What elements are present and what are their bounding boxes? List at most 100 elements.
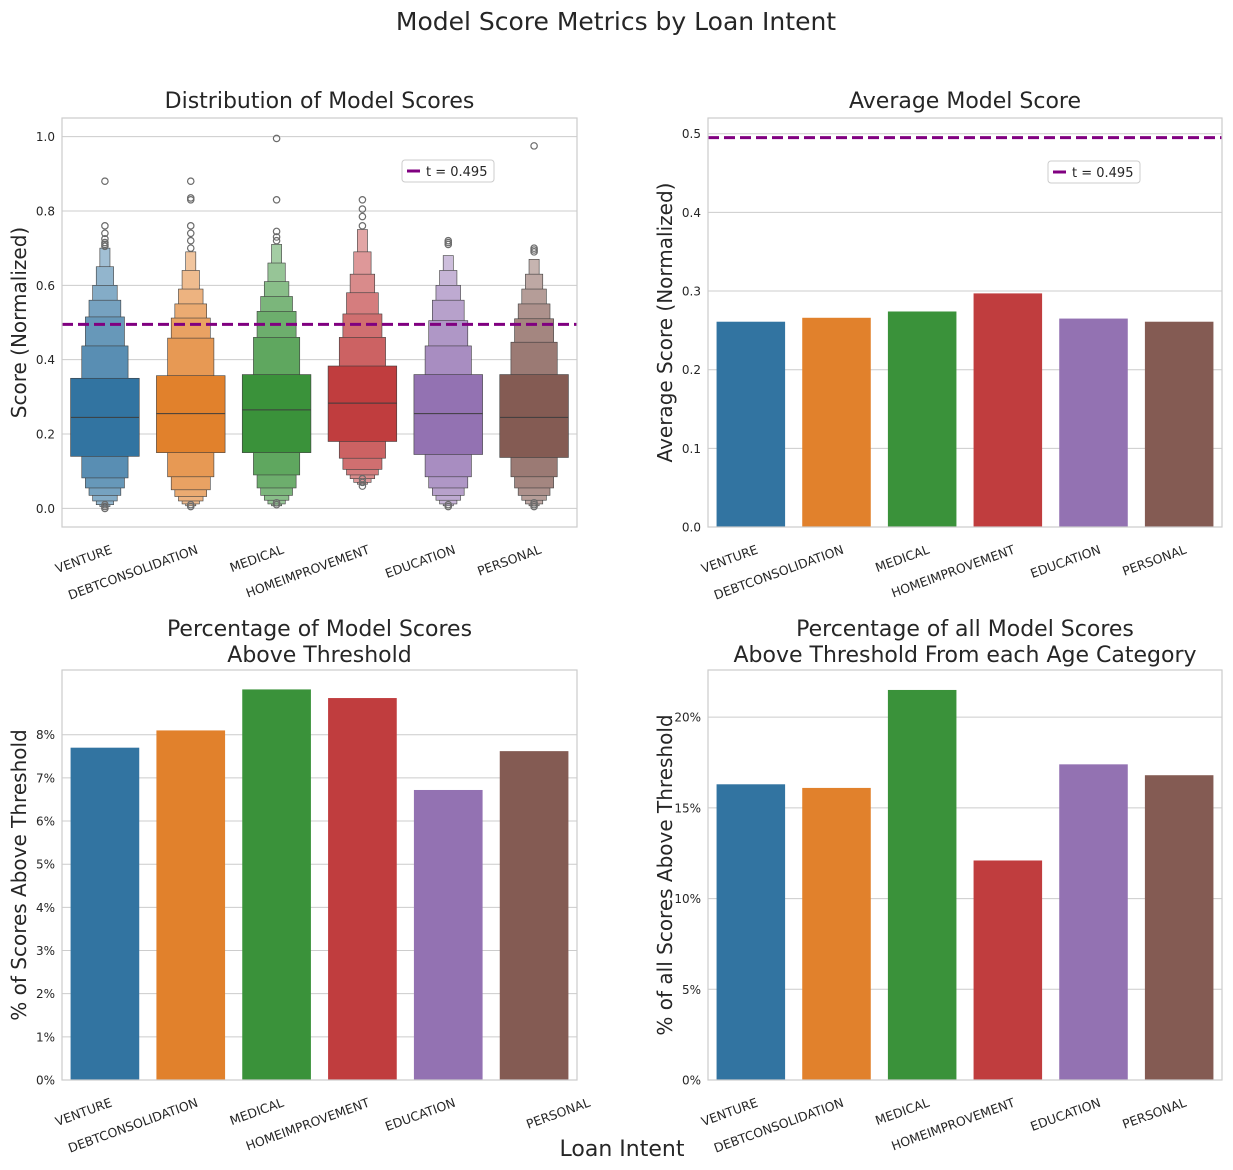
y-axis-label: % of Scores Above Threshold (7, 729, 31, 1020)
x-tick-label: VENTURE (53, 1095, 114, 1129)
outlier-point (272, 499, 281, 507)
legend-label: t = 0.495 (1072, 166, 1133, 181)
outlier-point (101, 222, 109, 230)
bar-homeimprovement (328, 698, 397, 1080)
y-tick-label: 1% (36, 1030, 55, 1044)
y-tick-label: 10% (674, 892, 701, 906)
y-axis-label: Average Score (Normalized) (653, 183, 677, 463)
chart-title-line: Percentage of all Model Scores (796, 617, 1134, 642)
x-tick-label: VENTURE (699, 542, 760, 576)
bar-venture (716, 321, 786, 527)
x-tick-label: EDUCATION (1028, 1095, 1102, 1134)
bar-debtconsolidation (156, 730, 226, 1080)
outlier-point (530, 248, 538, 256)
plot-area (62, 118, 577, 527)
boxen-level (499, 374, 569, 458)
charts-group: Distribution of Model Scores 0.0 0.2 0.4 0.6… (7, 89, 1223, 1156)
outlier-point (272, 196, 281, 204)
boxen-personal (499, 142, 569, 511)
chart-title-line: Above Threshold From each Age Category (733, 643, 1196, 668)
y-tick-label: 0.2 (682, 363, 701, 377)
legend: t = 0.495 (401, 159, 495, 183)
boxen-level (156, 375, 226, 453)
x-tick-label: VENTURE (53, 542, 114, 576)
plot-area (62, 670, 577, 1080)
y-tick-label: 0.3 (682, 285, 701, 299)
y-tick-label: 6% (36, 815, 55, 829)
y-tick-label: 7% (36, 771, 55, 785)
bar-homeimprovement (973, 293, 1043, 527)
x-tick-label: MEDICAL (873, 1095, 931, 1128)
bar-venture (716, 784, 786, 1080)
outlier-point (186, 229, 195, 238)
y-axis-label: Score (Normalized) (7, 227, 31, 418)
y-tick-label: 0.4 (682, 206, 701, 220)
y-axis-label: % of all Scores Above Threshold (653, 714, 677, 1035)
outlier-point (272, 233, 281, 241)
outlier-point (101, 242, 109, 251)
x-tick-label: EDUCATION (1028, 542, 1102, 581)
y-tick-label: 1.0 (36, 130, 55, 144)
legend-box (401, 159, 495, 183)
outlier-point (186, 222, 195, 230)
outlier-point (186, 177, 195, 186)
outlier-point (358, 222, 367, 230)
bar-debtconsolidation (802, 787, 871, 1080)
y-tick-label: 0.8 (36, 204, 55, 218)
x-tick-label: EDUCATION (383, 542, 457, 581)
bar-personal (1144, 321, 1214, 527)
y-tick-label: 0.2 (36, 428, 55, 442)
boxen-level (413, 374, 483, 455)
outlier-point (101, 500, 109, 509)
y-tick-label: 4% (36, 901, 55, 915)
boxen-education (413, 236, 483, 511)
plot-frame (707, 117, 1223, 528)
x-tick-label: PERSONAL (475, 542, 543, 579)
y-tick-label: 2% (36, 987, 55, 1001)
x-tick-label: MEDICAL (873, 542, 931, 575)
outlier-point (272, 236, 281, 245)
bar-personal (1144, 775, 1214, 1080)
plot-frame (707, 669, 1223, 1081)
bar-education (1059, 318, 1128, 527)
x-tick-label: PERSONAL (1120, 542, 1188, 579)
chart-title: Average Model Score (849, 89, 1081, 114)
outlier-point (358, 474, 367, 483)
outlier-point (101, 235, 109, 243)
outlier-point (186, 500, 195, 509)
plot-area (708, 118, 1222, 527)
boxen-venture (70, 177, 140, 513)
outlier-point (530, 142, 538, 150)
outlier-point (358, 205, 367, 213)
y-tick-label: 0% (682, 1074, 701, 1088)
chart-title-line: Above Threshold (227, 643, 411, 668)
outlier-point (272, 134, 281, 143)
legend: t = 0.495 (1047, 160, 1141, 184)
chart-panel-1: Distribution of Model Scores 0.0 0.2 0.4 0.6… (7, 89, 578, 603)
y-tick-label: 0.6 (36, 279, 55, 293)
y-tick-label: 0.0 (36, 502, 55, 516)
plot-frame (61, 669, 578, 1081)
x-tick-label: MEDICAL (228, 542, 286, 575)
bar-personal (499, 751, 569, 1080)
y-tick-label: 0.1 (682, 442, 701, 456)
bar-venture (70, 747, 140, 1080)
y-tick-label: 8% (36, 728, 55, 742)
plot-frame (61, 117, 578, 528)
outlier-point (358, 196, 367, 204)
plot-area (708, 670, 1222, 1080)
outlier-point (101, 229, 109, 238)
y-tick-label: 0.0 (682, 521, 701, 535)
y-tick-label: 20% (674, 711, 701, 725)
outlier-point (186, 196, 195, 204)
boxen-level (241, 374, 312, 453)
bar-medical (242, 689, 311, 1080)
y-tick-label: 0% (36, 1074, 55, 1088)
x-tick-label: PERSONAL (1120, 1095, 1188, 1132)
chart-title: Distribution of Model Scores (165, 89, 475, 114)
outlier-point (272, 227, 281, 236)
boxen-debtconsolidation (156, 177, 226, 511)
figure-title: Model Score Metrics by Loan Intent (396, 7, 836, 36)
